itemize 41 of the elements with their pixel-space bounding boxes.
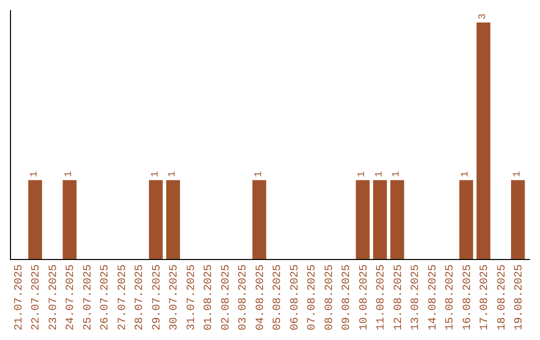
x-tick-label: 30.07.2025 [168,264,181,330]
data-label: 1 [30,171,41,178]
x-tick-label: 06.08.2025 [289,264,302,330]
x-tick-label: 21.07.2025 [13,264,26,330]
x-tick-label: 02.08.2025 [220,264,232,330]
data-label: 1 [168,171,179,178]
x-tick-label: 14.08.2025 [427,264,440,330]
data-label: 1 [512,171,524,178]
data-label: 3 [478,13,489,20]
x-tick-label: 09.08.2025 [341,264,354,330]
x-tick-label: 17.08.2025 [479,264,492,330]
data-label: 1 [357,171,368,178]
data-label: 1 [150,171,162,178]
x-tick-label: 28.07.2025 [134,264,146,330]
x-tick-label: 15.08.2025 [444,264,457,330]
data-label: 1 [64,171,76,178]
data-label: 1 [254,171,265,178]
x-tick-label: 22.07.2025 [30,264,43,330]
x-tick-label: 19.08.2025 [514,264,526,330]
x-tick-label: 04.08.2025 [254,264,267,330]
x-tick-label: 03.08.2025 [238,264,250,330]
x-tick-label: 11.08.2025 [376,264,388,330]
x-tick-label: 12.08.2025 [392,264,405,330]
data-label: 1 [460,171,472,178]
x-tick-label: 27.07.2025 [116,264,129,330]
x-tick-label: 26.07.2025 [100,264,112,330]
data-label: 1 [392,171,403,178]
x-tick-label: 13.08.2025 [410,264,422,330]
x-tick-label: 10.08.2025 [358,264,370,330]
x-tick-label: 25.07.2025 [82,264,94,330]
x-tick-label: 07.08.2025 [306,264,319,330]
x-tick-label: 08.08.2025 [324,264,336,330]
x-tick-label: 18.08.2025 [496,264,508,330]
data-label: 1 [374,171,386,178]
x-tick-label: 24.07.2025 [65,264,78,330]
x-tick-label: 31.07.2025 [186,264,198,330]
x-tick-label: 05.08.2025 [272,264,284,330]
x-tick-label: 16.08.2025 [462,264,474,330]
x-tick-label: 23.07.2025 [48,264,60,330]
x-tick-label: 29.07.2025 [151,264,164,330]
x-tick-label: 01.08.2025 [203,264,216,330]
